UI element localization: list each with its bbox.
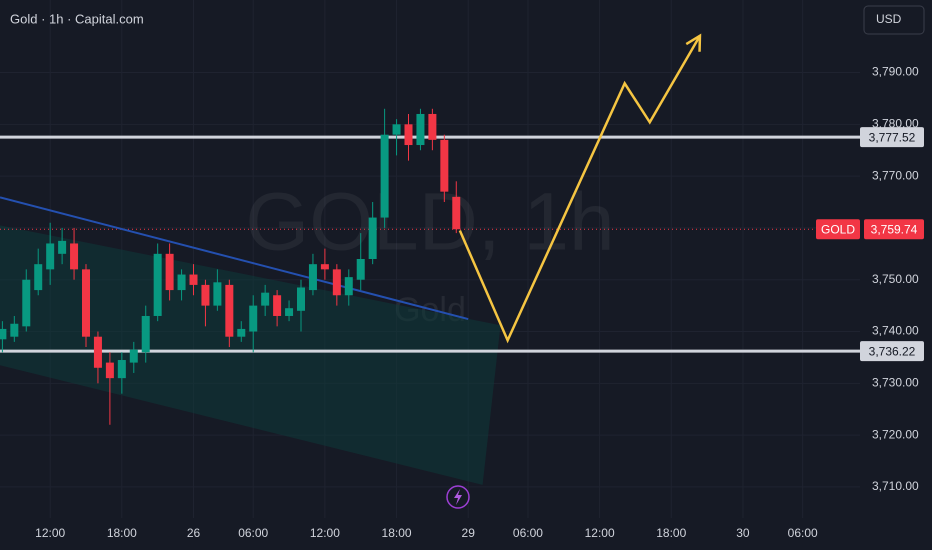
x-tick-label: 18:00 <box>656 526 686 540</box>
last-name: GOLD <box>821 222 855 236</box>
candle-body <box>0 328 7 340</box>
currency-label[interactable]: USD <box>876 12 902 26</box>
y-tick-label: 3,770.00 <box>872 168 919 182</box>
candle-body <box>70 243 79 270</box>
candle-body <box>213 282 222 306</box>
candle-body <box>153 253 162 316</box>
x-tick-label: 06:00 <box>788 526 818 540</box>
y-tick-label: 3,780.00 <box>872 116 919 130</box>
candle-body <box>58 240 67 254</box>
x-tick-label: 12:00 <box>310 526 340 540</box>
y-tick-label: 3,740.00 <box>872 324 919 338</box>
y-tick-label: 3,750.00 <box>872 272 919 286</box>
last-name-box <box>816 219 860 240</box>
level-label-box <box>860 341 924 362</box>
y-tick-label: 3,790.00 <box>872 65 919 79</box>
alert-icon <box>446 485 470 509</box>
candle-body <box>297 287 305 311</box>
candle-body <box>201 284 210 306</box>
last-price-label: 3,759.74 <box>871 222 918 236</box>
candle-body <box>308 264 317 291</box>
trendline <box>0 196 469 321</box>
candle-body <box>440 139 449 192</box>
level-label: 3,736.22 <box>869 344 916 358</box>
candle-body <box>82 269 90 337</box>
x-tick-label: 29 <box>462 526 476 540</box>
candle-body <box>261 292 270 306</box>
candle-body <box>10 323 19 337</box>
candle-body <box>225 284 234 337</box>
candle-body <box>416 113 425 146</box>
x-tick-label: 06:00 <box>238 526 268 540</box>
x-tick-label: 12:00 <box>35 526 65 540</box>
candle-body <box>141 315 150 353</box>
candle-body <box>165 253 174 291</box>
y-tick-label: 3,710.00 <box>872 479 919 493</box>
candle-body <box>452 196 461 230</box>
chart-title: Gold · 1h · Capital.com <box>10 11 144 26</box>
candle-body <box>177 274 186 291</box>
candle-body <box>129 349 138 363</box>
candle-body <box>46 243 55 270</box>
candle-body <box>368 217 377 259</box>
candle-body <box>105 362 114 379</box>
level-label-box <box>860 127 924 148</box>
candle-body <box>249 305 258 332</box>
candle-body <box>34 264 43 291</box>
candle-body <box>117 360 126 379</box>
y-tick-label: 3,720.00 <box>872 427 919 441</box>
candle-body <box>320 264 329 270</box>
projection-path <box>458 35 702 344</box>
candle-body <box>356 259 365 280</box>
watermark: GOLD, 1h <box>245 177 614 268</box>
last-price-box <box>864 219 924 240</box>
x-tick-label: 26 <box>187 526 201 540</box>
x-tick-label: 30 <box>736 526 750 540</box>
candle-body <box>404 124 413 146</box>
x-tick-label: 18:00 <box>107 526 137 540</box>
currency-button[interactable] <box>863 5 925 35</box>
candle-body <box>285 308 294 316</box>
candle-body <box>344 277 353 296</box>
candle-body <box>428 113 437 140</box>
candle-body <box>380 134 389 218</box>
candle-body <box>237 328 246 337</box>
channel-fill <box>0 225 501 485</box>
x-tick-label: 06:00 <box>513 526 543 540</box>
x-tick-label: 12:00 <box>585 526 615 540</box>
candle-body <box>189 274 198 285</box>
x-tick-label: 18:00 <box>382 526 412 540</box>
y-tick-label: 3,730.00 <box>872 375 919 389</box>
candle-body <box>273 295 282 316</box>
candle-body <box>392 124 401 135</box>
candle-body <box>332 269 341 296</box>
projection-arrowhead <box>685 33 702 52</box>
candle-body <box>22 279 31 327</box>
candle-body <box>93 336 102 368</box>
level-label: 3,777.52 <box>869 130 916 144</box>
